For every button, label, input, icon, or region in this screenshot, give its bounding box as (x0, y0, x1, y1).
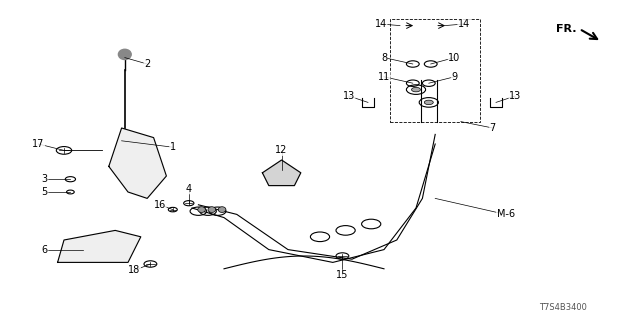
Circle shape (412, 87, 420, 92)
Text: 7: 7 (490, 123, 496, 133)
Text: 17: 17 (32, 139, 45, 149)
Text: T7S4B3400: T7S4B3400 (540, 303, 587, 312)
Text: FR.: FR. (556, 24, 577, 34)
Text: 12: 12 (275, 145, 288, 156)
Ellipse shape (208, 207, 216, 212)
Text: 9: 9 (451, 72, 458, 82)
Polygon shape (262, 160, 301, 186)
Text: 15: 15 (336, 270, 349, 280)
Text: 14: 14 (374, 19, 387, 29)
Text: 8: 8 (381, 52, 387, 63)
Circle shape (424, 100, 433, 105)
Text: 3: 3 (42, 174, 48, 184)
Ellipse shape (118, 49, 131, 60)
Text: 13: 13 (342, 91, 355, 101)
Text: 18: 18 (128, 265, 141, 276)
Text: M-6: M-6 (497, 209, 515, 220)
Text: 1: 1 (170, 142, 176, 152)
Ellipse shape (218, 207, 226, 212)
Text: 14: 14 (458, 19, 470, 29)
Ellipse shape (198, 207, 205, 212)
Text: 6: 6 (42, 244, 48, 255)
Text: 16: 16 (154, 200, 166, 210)
Polygon shape (109, 128, 166, 198)
Text: 11: 11 (378, 72, 390, 82)
Text: 2: 2 (144, 59, 150, 69)
Text: 4: 4 (186, 184, 192, 194)
Text: 5: 5 (42, 187, 48, 197)
Text: 13: 13 (509, 91, 522, 101)
Text: 10: 10 (448, 52, 461, 63)
Polygon shape (58, 230, 141, 262)
